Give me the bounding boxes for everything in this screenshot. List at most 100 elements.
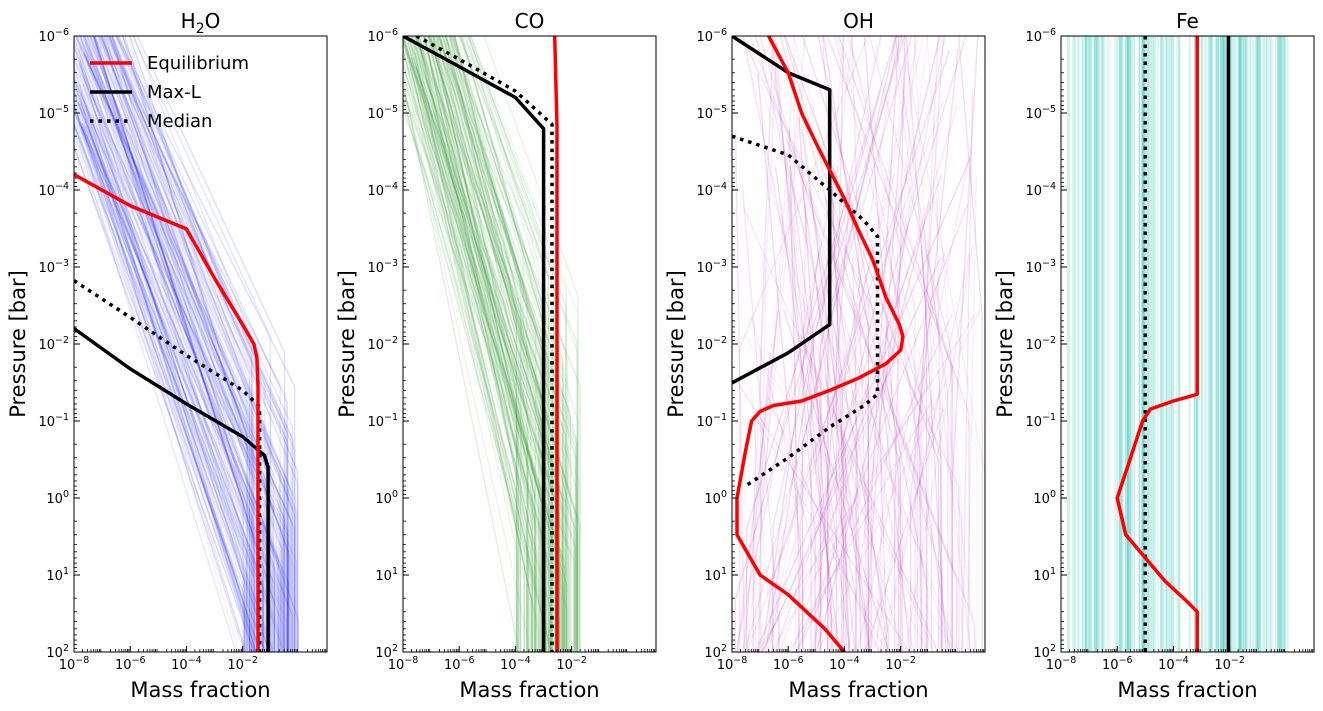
sample-trace: [403, 36, 568, 652]
sample-trace: [814, 192, 851, 652]
y-tick-label: 101: [375, 566, 398, 584]
y-tick-label: 10−2: [696, 335, 727, 353]
sample-trace: [788, 398, 934, 652]
sample-trace: [786, 138, 958, 652]
sample-trace: [428, 36, 575, 652]
sample-trace: [403, 40, 560, 652]
sample-trace: [414, 40, 560, 652]
sample-trace: [74, 36, 273, 652]
sample-trace: [107, 36, 289, 652]
sample-trace: [79, 36, 249, 652]
sample-trace: [868, 280, 941, 652]
sample-trace: [826, 131, 862, 652]
sample-trace: [85, 36, 244, 652]
chart-panel-1: 10−8 10−6 10−4 10−2 10−6 10−5 10−4 10−3 10−2 10−1…: [6, 9, 328, 702]
sample-trace: [83, 36, 261, 652]
sample-trace: [104, 36, 293, 652]
sample-trace: [801, 36, 943, 652]
sample-trace: [74, 100, 255, 652]
sample-trace: [78, 60, 255, 652]
sample-trace: [904, 246, 974, 652]
y-tick-label: 10−6: [1025, 27, 1056, 45]
x-axis-label: Mass fraction: [788, 678, 928, 702]
sample-trace: [870, 36, 900, 652]
sample-trace: [403, 73, 577, 652]
sample-trace: [78, 62, 267, 652]
sample-trace: [773, 175, 943, 652]
sample-trace: [93, 36, 275, 652]
sample-trace: [782, 308, 890, 652]
series-line-equilibrium: [1115, 36, 1199, 652]
sample-trace: [920, 245, 947, 652]
sample-traces: [74, 36, 300, 652]
sample-trace: [416, 36, 538, 652]
sample-trace: [754, 157, 972, 652]
sample-trace: [736, 166, 839, 652]
y-tick-label: 10−6: [696, 27, 727, 45]
x-tick-label: 10−2: [1214, 655, 1245, 673]
sample-trace: [78, 103, 273, 652]
sample-trace: [83, 53, 286, 652]
sample-trace: [854, 36, 925, 652]
sample-trace: [826, 36, 954, 652]
x-tick-label: 10−4: [1158, 655, 1189, 673]
sample-trace: [415, 36, 535, 652]
sample-trace: [405, 36, 553, 652]
sample-trace: [100, 36, 290, 652]
sample-trace: [403, 36, 536, 652]
sample-trace: [746, 81, 804, 652]
sample-trace: [74, 105, 247, 652]
sample-trace: [403, 107, 566, 652]
series-line-max-l: [732, 36, 832, 385]
sample-trace: [74, 78, 251, 652]
y-tick-label: 10−1: [696, 412, 727, 430]
sample-trace: [795, 204, 969, 652]
chart-title: OH: [843, 9, 874, 33]
sample-trace: [941, 402, 972, 652]
sample-trace: [821, 36, 847, 652]
sample-trace: [74, 65, 275, 652]
sample-trace: [936, 196, 944, 652]
sample-trace: [79, 46, 285, 652]
sample-trace: [840, 36, 899, 652]
sample-trace: [418, 36, 551, 652]
sample-trace: [779, 36, 902, 652]
sample-trace: [407, 36, 531, 652]
sample-trace: [86, 114, 246, 652]
y-tick-label: 100: [1033, 489, 1056, 507]
sample-trace: [96, 36, 271, 652]
sample-trace: [880, 36, 929, 652]
sample-trace: [108, 36, 294, 652]
sample-trace: [815, 36, 844, 652]
sample-trace: [93, 36, 255, 652]
sample-trace: [459, 36, 579, 652]
sample-trace: [98, 36, 279, 652]
y-tick-label: 101: [1033, 566, 1056, 584]
sample-trace: [115, 36, 288, 652]
y-tick-label: 10−3: [696, 258, 727, 276]
sample-trace: [403, 36, 526, 652]
sample-trace: [84, 36, 273, 652]
sample-trace: [466, 36, 560, 652]
sample-trace: [788, 128, 800, 652]
sample-trace: [81, 124, 288, 652]
sample-trace: [437, 36, 563, 652]
sample-trace: [758, 36, 904, 652]
sample-trace: [815, 285, 856, 652]
sample-trace: [961, 90, 974, 652]
sample-trace: [846, 36, 978, 652]
sample-trace: [448, 36, 550, 652]
sample-trace: [403, 81, 529, 652]
sample-trace: [403, 95, 551, 652]
sample-trace: [752, 414, 757, 652]
sample-trace: [424, 36, 547, 652]
chart-title: Fe: [1176, 9, 1199, 33]
sample-trace: [410, 36, 522, 652]
y-tick-label: 10−1: [1025, 412, 1056, 430]
sample-trace: [450, 36, 528, 652]
sample-trace: [774, 166, 841, 652]
sample-trace: [74, 36, 276, 652]
sample-trace: [94, 36, 248, 652]
sample-trace: [750, 386, 774, 652]
x-tick-label: 10−2: [227, 655, 258, 673]
